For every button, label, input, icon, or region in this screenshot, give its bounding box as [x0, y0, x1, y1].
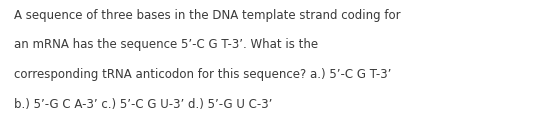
Text: corresponding tRNA anticodon for this sequence? a.) 5’-C G T-3’: corresponding tRNA anticodon for this se…	[14, 68, 391, 81]
Text: b.) 5’-G C A-3’ c.) 5’-C G U-3’ d.) 5’-G U C-3’: b.) 5’-G C A-3’ c.) 5’-C G U-3’ d.) 5’-G…	[14, 98, 272, 111]
Text: an mRNA has the sequence 5’-C G T-3’. What is the: an mRNA has the sequence 5’-C G T-3’. Wh…	[14, 38, 318, 51]
Text: A sequence of three bases in the DNA template strand coding for: A sequence of three bases in the DNA tem…	[14, 9, 401, 22]
